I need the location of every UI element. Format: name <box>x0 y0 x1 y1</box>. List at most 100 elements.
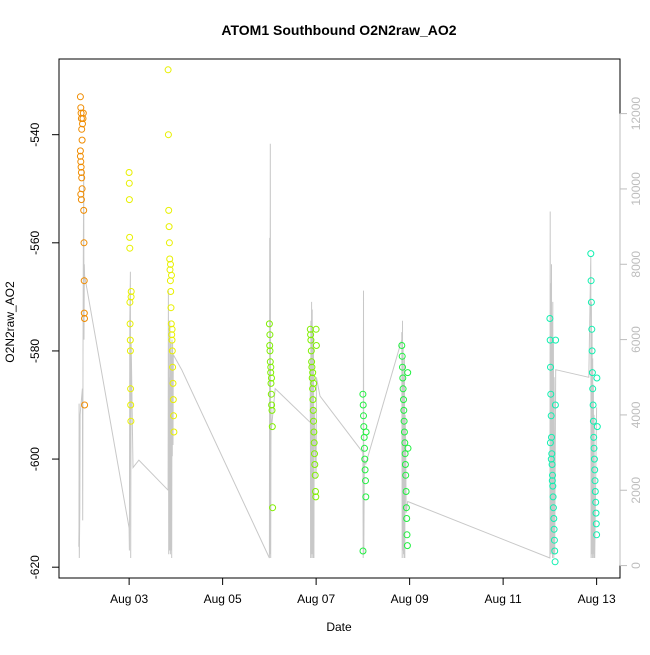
data-point <box>77 190 85 198</box>
data-point <box>551 547 559 555</box>
x-tick-label: Aug 05 <box>204 592 242 606</box>
overlay-line-layer <box>78 143 598 559</box>
data-point <box>80 309 88 317</box>
data-point <box>549 482 557 490</box>
data-point <box>167 320 175 328</box>
overlay-line <box>78 143 598 559</box>
data-point <box>588 325 596 333</box>
data-point <box>403 542 411 550</box>
data-point <box>362 493 370 501</box>
data-point <box>400 417 408 425</box>
data-point <box>80 239 88 247</box>
data-point <box>593 374 601 382</box>
data-point <box>403 531 411 539</box>
data-point <box>404 444 412 452</box>
data-point <box>170 412 178 420</box>
data-point <box>589 401 597 409</box>
data-point <box>550 536 558 544</box>
data-point <box>125 196 133 204</box>
data-point <box>593 423 601 431</box>
y-tick-label-right: 10000 <box>629 172 643 206</box>
data-point <box>310 439 318 447</box>
data-point <box>125 179 133 187</box>
data-point <box>127 288 135 295</box>
data-point <box>587 277 595 285</box>
data-point <box>165 206 173 214</box>
x-tick-label: Aug 13 <box>578 592 616 606</box>
data-point <box>591 466 599 474</box>
data-point <box>361 455 369 463</box>
data-point <box>307 336 315 344</box>
data-point <box>76 147 84 155</box>
data-point <box>591 477 599 485</box>
data-point <box>169 396 177 404</box>
data-point <box>590 444 598 452</box>
data-point <box>126 233 134 241</box>
data-point <box>549 493 557 501</box>
data-point <box>310 379 318 387</box>
data-point <box>78 125 86 133</box>
data-point <box>593 531 601 539</box>
points-layer <box>76 66 601 566</box>
data-point <box>362 428 370 436</box>
data-point <box>592 509 600 517</box>
data-point <box>359 547 367 555</box>
data-point <box>401 450 409 458</box>
data-point <box>549 471 556 479</box>
y-tick-label-right: 2000 <box>629 477 643 504</box>
data-point <box>399 385 407 393</box>
data-point <box>125 169 133 176</box>
data-point <box>548 461 556 468</box>
y-tick-label-left: -540 <box>28 122 42 146</box>
data-point <box>591 488 599 495</box>
data-point <box>546 315 554 322</box>
data-point <box>164 131 172 139</box>
x-tick-label: Aug 11 <box>485 592 522 606</box>
data-point <box>308 358 316 366</box>
data-point <box>167 288 175 295</box>
data-point <box>360 412 367 420</box>
data-point <box>266 358 274 366</box>
data-point <box>78 136 86 144</box>
data-point <box>547 412 555 420</box>
data-point <box>169 379 177 387</box>
data-point <box>588 369 596 377</box>
data-point <box>127 385 135 393</box>
data-point <box>550 515 558 522</box>
data-point <box>79 120 86 128</box>
x-tick-label: Aug 09 <box>391 592 429 606</box>
data-point <box>168 347 176 355</box>
data-point <box>590 455 598 463</box>
data-point <box>165 239 173 247</box>
data-point <box>592 498 600 506</box>
data-point <box>79 109 87 117</box>
data-point <box>77 196 85 204</box>
data-point <box>552 336 560 344</box>
data-point <box>550 525 558 533</box>
y-tick-label-right: 8000 <box>629 251 643 278</box>
data-point <box>269 504 277 512</box>
data-point <box>267 369 275 377</box>
data-point <box>402 504 410 512</box>
data-point <box>361 444 368 452</box>
data-point <box>398 342 406 349</box>
data-point <box>126 244 134 252</box>
data-point <box>404 369 412 377</box>
data-point <box>79 115 87 122</box>
data-point <box>359 390 367 398</box>
y-tick-label-right: 0 <box>629 562 643 569</box>
data-point <box>167 260 174 268</box>
data-point <box>168 271 175 279</box>
data-point <box>546 439 554 447</box>
data-point <box>308 363 316 371</box>
data-point <box>266 342 274 349</box>
data-point <box>587 250 595 258</box>
plot-frame <box>58 58 621 579</box>
data-point <box>165 223 173 231</box>
data-point <box>547 455 555 463</box>
y-tick-label-left: -560 <box>28 230 42 254</box>
data-point <box>268 406 276 414</box>
y-axis-label: O2N2raw_AO2 <box>3 281 17 363</box>
